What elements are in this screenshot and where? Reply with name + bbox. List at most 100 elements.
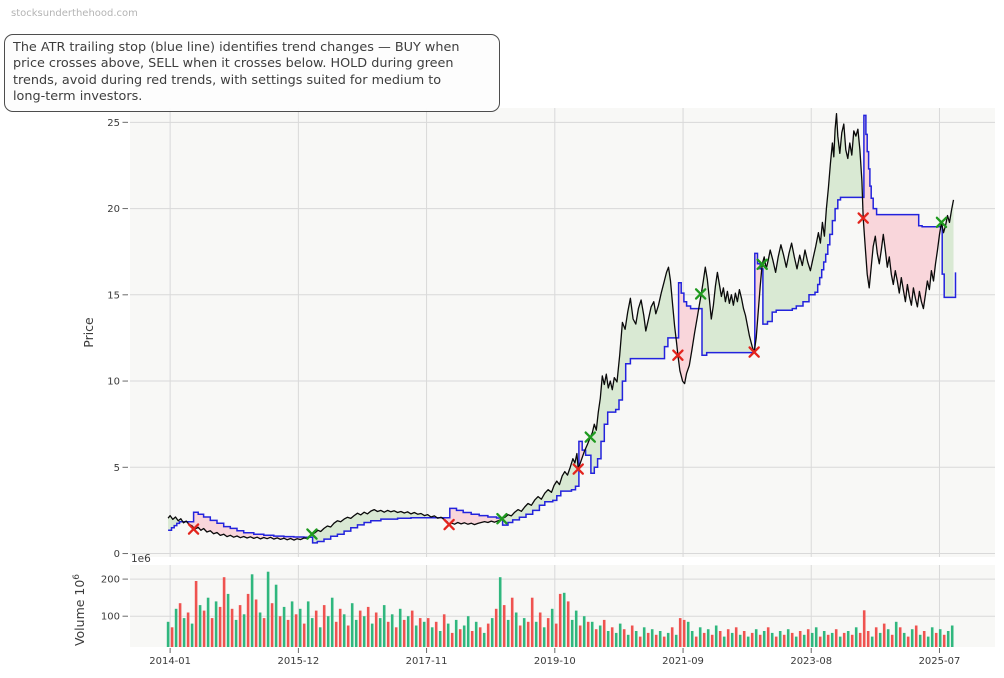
volume-bar (194, 581, 198, 647)
volume-bar (946, 631, 950, 647)
volume-bar (330, 597, 334, 647)
volume-bar (258, 612, 262, 647)
sell-marker (187, 523, 200, 535)
gridlines (130, 108, 995, 647)
annotation-box: The ATR trailing stop (blue line) identi… (4, 34, 500, 113)
volume-bar (190, 623, 194, 647)
volume-bar (266, 571, 270, 647)
volume-bar (342, 614, 346, 647)
volume-bar (534, 621, 538, 647)
volume-bar (942, 634, 946, 647)
annotation-line: The ATR trailing stop (blue line) identi… (13, 40, 460, 55)
volume-bar (402, 619, 406, 647)
volume-bar (746, 636, 750, 647)
volume-bar (674, 634, 678, 647)
volume-bar (326, 616, 330, 647)
volume-bar (886, 629, 890, 647)
volume-bar (890, 634, 894, 647)
volume-bar (634, 631, 638, 647)
volume-bar (206, 597, 210, 647)
volume-bar (630, 625, 634, 647)
volume-bar (690, 631, 694, 647)
volume-bar (858, 632, 862, 647)
uptrend-fill (585, 267, 676, 474)
volume-bar (642, 627, 646, 647)
volume-bar (426, 618, 430, 647)
uptrend-fill (168, 516, 183, 531)
volume-bar (722, 636, 726, 647)
volume-bar (314, 610, 318, 647)
volume-bar (198, 605, 202, 647)
volume-bar (298, 608, 302, 647)
volume-bar (654, 634, 658, 647)
volume-bar (410, 610, 414, 647)
volume-bar (930, 627, 934, 647)
volume-bar (322, 605, 326, 647)
volume-bar (902, 632, 906, 647)
volume-bar (814, 627, 818, 647)
volume-bar (738, 634, 742, 647)
volume-bar (742, 631, 746, 647)
volume-bar (606, 631, 610, 647)
buy-marker (306, 528, 318, 540)
volume-bar (178, 603, 182, 647)
volume-bar (710, 634, 714, 647)
volume-bar (306, 601, 310, 647)
sell-marker (672, 349, 684, 361)
volume-bar (370, 623, 374, 647)
volume-bar (262, 618, 266, 647)
volume-bar (762, 631, 766, 647)
volume-bar (662, 636, 666, 647)
volume-bar (414, 625, 418, 647)
volume-bar (766, 627, 770, 647)
volume-bar (542, 627, 546, 647)
volume-bar (574, 610, 578, 647)
price-path (167, 113, 955, 541)
volume-bar (202, 610, 206, 647)
sell-marker (443, 518, 455, 531)
volume-bar (862, 610, 866, 647)
volume-bar (870, 636, 874, 647)
volume-bar (718, 631, 722, 647)
price-tick-label: 5 (114, 463, 120, 474)
volume-bar (270, 603, 274, 647)
volume-bars (166, 571, 954, 647)
volume-bar (294, 614, 298, 647)
volume-bar (602, 619, 606, 647)
volume-bar (810, 632, 814, 647)
volume-bar (510, 597, 514, 647)
volume-bar (398, 608, 402, 647)
volume-bar (714, 625, 718, 647)
volume-bar (694, 636, 698, 647)
volume-bar (874, 627, 878, 647)
volume-bar (898, 627, 902, 647)
volume-bar (786, 629, 790, 647)
volume-bar (454, 619, 458, 647)
volume-bar (570, 619, 574, 647)
atr-stop-path (168, 114, 957, 544)
volume-bar (514, 612, 518, 647)
volume-bar (418, 618, 422, 647)
volume-bar (214, 601, 218, 647)
volume-bar (246, 593, 250, 647)
trend-fill-regions (168, 114, 954, 543)
volume-bar (346, 625, 350, 647)
volume-bar (282, 606, 286, 647)
volume-bar (682, 619, 686, 647)
volume-bar (474, 621, 478, 647)
volume-bar (498, 577, 502, 647)
volume-bar (438, 631, 442, 647)
volume-bar (910, 629, 914, 647)
volume-bar (618, 623, 622, 647)
volume-bar (350, 603, 354, 647)
volume-bar (730, 632, 734, 647)
volume-bar (758, 634, 762, 647)
volume-bar (850, 634, 854, 647)
volume-bar (650, 629, 654, 647)
date-tick-label: 2014-01 (149, 656, 191, 667)
volume-bar (594, 629, 598, 647)
volume-bar (622, 629, 626, 647)
sell-marker (748, 346, 760, 358)
atr-trailing-stop-line (168, 114, 957, 544)
volume-bar (442, 614, 446, 647)
